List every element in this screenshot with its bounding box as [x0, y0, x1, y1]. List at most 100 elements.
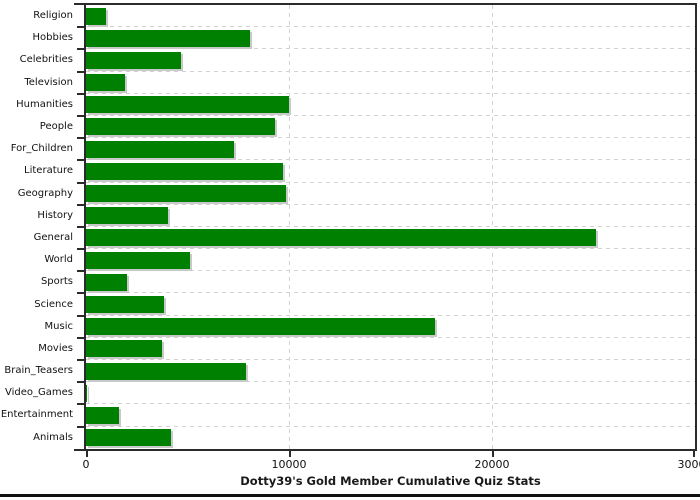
x-tick-label-10000: 10000 — [271, 458, 307, 471]
category-label-history: History — [37, 209, 73, 221]
x-tick-label-30000: 30000 — [677, 458, 700, 471]
horizontal-gridline — [86, 203, 695, 205]
horizontal-gridline — [86, 159, 695, 161]
category-label-for_children: For_Children — [10, 143, 73, 155]
category-label-humanities: Humanities — [16, 98, 73, 110]
category-label-literature: Literature — [24, 165, 73, 177]
bar-sports — [86, 273, 127, 291]
horizontal-gridline — [86, 70, 695, 72]
top-axis-extension — [74, 3, 84, 5]
category-label-music: Music — [44, 320, 73, 332]
bar-row-brain_teasers: Brain_Teasers — [4, 360, 695, 384]
category-label-movies: Movies — [38, 342, 73, 354]
bar-humanities — [86, 96, 289, 114]
y-axis-tick — [77, 114, 86, 117]
bar-movies — [86, 340, 163, 358]
horizontal-gridline — [86, 114, 695, 116]
category-label-science: Science — [34, 298, 73, 310]
y-axis-tick — [77, 425, 86, 428]
y-axis-tick — [77, 203, 86, 206]
category-label-world: World — [44, 254, 73, 266]
plot-area: Religion Hobbies Celebrities Television Huma… — [1, 3, 697, 457]
y-axis-tick — [77, 137, 86, 140]
bar-row-entertainment: Entertainment — [1, 404, 695, 428]
category-label-brain_teasers: Brain_Teasers — [4, 365, 73, 377]
bar-science — [86, 295, 165, 313]
category-label-video_games: Video_Games — [5, 387, 73, 399]
bar-row-science: Science — [34, 293, 695, 317]
bar-row-sports: Sports — [41, 271, 695, 295]
vertical-gridline-20000 — [492, 5, 493, 449]
y-axis-tick — [77, 314, 86, 317]
y-axis-tick — [77, 248, 86, 251]
bar-row-general: General — [34, 227, 695, 251]
horizontal-gridline — [86, 181, 695, 183]
bar-row-video_games: Video_Games — [5, 382, 695, 406]
bar-world — [86, 251, 190, 269]
x-axis-tick-10000 — [289, 449, 291, 457]
bar-entertainment — [86, 406, 120, 424]
bar-row-television: Television — [24, 72, 695, 95]
category-label-general: General — [33, 231, 73, 243]
y-axis-tick — [77, 359, 86, 361]
bar-brain_teasers — [86, 362, 247, 380]
horizontal-gridline — [86, 48, 695, 50]
y-axis-tick — [77, 92, 86, 95]
bar-music — [86, 318, 436, 336]
bar-row-world: World — [44, 249, 695, 273]
bar-row-movies: Movies — [38, 338, 695, 361]
bar-history — [86, 207, 169, 225]
bar-geography — [86, 185, 286, 202]
category-label-celebrities: Celebrities — [19, 54, 73, 66]
bar-for_children — [86, 140, 235, 158]
bottom-divider-line — [0, 494, 700, 497]
horizontal-gridline — [86, 92, 695, 94]
category-label-animals: Animals — [33, 431, 73, 443]
horizontal-gridline — [86, 314, 695, 316]
horizontal-gridline — [86, 359, 695, 360]
y-axis-tick — [77, 181, 86, 184]
y-axis-tick — [77, 159, 86, 162]
bar-animals — [86, 429, 172, 447]
x-axis-tick-30000 — [693, 449, 695, 457]
horizontal-gridline — [86, 225, 695, 227]
bar-row-religion: Religion — [33, 5, 695, 29]
bar-religion — [86, 7, 107, 25]
category-label-religion: Religion — [33, 10, 73, 22]
vertical-gridline-10000 — [289, 5, 290, 449]
bar-television — [86, 74, 125, 92]
bottom-axis-extension — [74, 449, 84, 451]
horizontal-gridline — [86, 270, 695, 272]
y-axis-tick — [77, 292, 86, 295]
horizontal-gridline — [86, 403, 695, 405]
bar-celebrities — [86, 51, 182, 69]
horizontal-gridline — [86, 26, 695, 28]
bar-row-celebrities: Celebrities — [20, 49, 695, 73]
horizontal-gridline — [86, 292, 695, 294]
horizontal-gridline — [86, 381, 695, 383]
bar-general — [86, 229, 596, 247]
bar-row-music: Music — [45, 316, 695, 339]
bar-row-hobbies: Hobbies — [33, 27, 695, 51]
x-tick-label-0: 0 — [82, 458, 90, 471]
bar-literature — [86, 162, 283, 180]
y-axis-tick — [77, 381, 86, 384]
x-axis-tick-20000 — [492, 449, 494, 457]
bar-row-humanities: Humanities — [16, 94, 695, 117]
category-label-sports: Sports — [40, 276, 73, 288]
bar-hobbies — [86, 29, 251, 47]
bar-row-history: History — [37, 205, 695, 228]
bar-row-geography: Geography — [18, 183, 695, 206]
category-label-entertainment: Entertainment — [0, 409, 73, 421]
category-label-geography: Geography — [17, 187, 73, 199]
horizontal-gridline — [86, 336, 695, 338]
bar-row-for_children: For_Children — [11, 138, 695, 162]
bar-row-literature: Literature — [24, 160, 695, 184]
horizontal-gridline — [86, 425, 695, 427]
y-axis-tick — [77, 48, 86, 51]
bar-video_games — [86, 384, 87, 402]
x-tick-label-20000: 20000 — [474, 458, 510, 471]
horizontal-gridline — [86, 137, 695, 139]
category-label-people: People — [39, 121, 73, 133]
